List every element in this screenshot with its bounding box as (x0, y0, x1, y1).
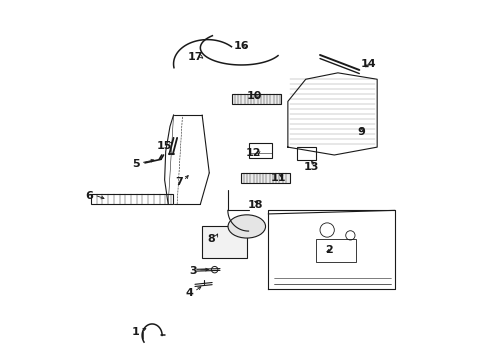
Bar (297, 147, 317, 160)
Text: 13: 13 (303, 162, 319, 172)
Text: 10: 10 (246, 91, 262, 101)
Text: 8: 8 (207, 234, 215, 244)
Text: 3: 3 (190, 266, 197, 276)
Text: 9: 9 (357, 127, 365, 137)
Text: 14: 14 (361, 59, 376, 69)
Text: 6: 6 (86, 191, 94, 201)
Text: 2: 2 (325, 245, 333, 255)
Bar (91, 194, 173, 204)
Text: 16: 16 (234, 41, 249, 51)
Bar (232, 94, 281, 104)
Bar (248, 143, 272, 158)
Bar (202, 226, 247, 258)
Text: 7: 7 (175, 177, 183, 187)
Text: 17: 17 (187, 52, 203, 62)
Text: 18: 18 (248, 200, 264, 210)
Bar (242, 173, 290, 183)
Text: 1: 1 (132, 327, 140, 337)
Text: 12: 12 (246, 148, 262, 158)
Text: 15: 15 (157, 141, 172, 151)
Bar (317, 239, 356, 262)
Text: 11: 11 (271, 173, 287, 183)
Ellipse shape (228, 215, 266, 238)
Circle shape (211, 266, 218, 273)
Text: 5: 5 (132, 159, 140, 169)
Text: 4: 4 (186, 288, 194, 297)
